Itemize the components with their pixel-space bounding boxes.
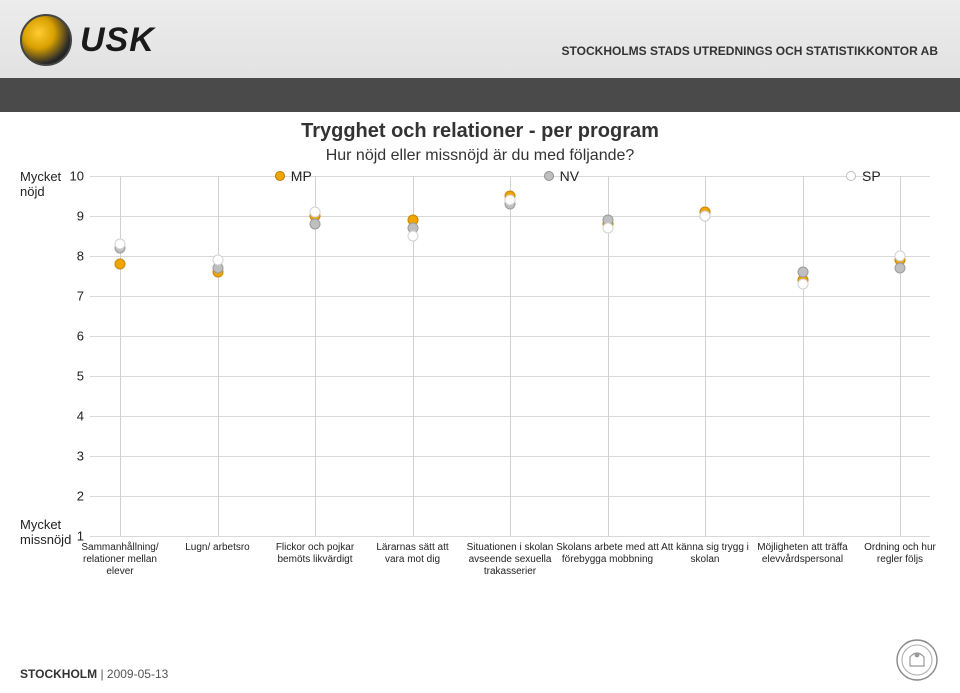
y-tick-label: 5: [64, 369, 84, 384]
y-tick-label: 10: [64, 169, 84, 184]
data-point: [310, 207, 321, 218]
data-point: [700, 211, 711, 222]
x-category-label: Möjligheten att träffa elevvårdspersonal: [748, 542, 858, 566]
legend-label: NV: [560, 168, 579, 184]
title-block: Trygghet och relationer - per program Hu…: [0, 120, 960, 165]
data-point: [602, 223, 613, 234]
data-point: [797, 279, 808, 290]
legend-label: MP: [291, 168, 312, 184]
y-tick-label: 2: [64, 489, 84, 504]
y-tick-label: 8: [64, 249, 84, 264]
chart: Mycket nöjd Mycket missnöjd 10987654321M…: [20, 170, 940, 600]
x-category-label: Flickor och pojkar bemöts likvärdigt: [267, 542, 363, 566]
org-name: STOCKHOLMS STADS UTREDNINGS OCH STATISTI…: [562, 44, 938, 58]
data-point: [310, 219, 321, 230]
legend-marker-icon: [544, 171, 554, 181]
logo-mark-icon: [20, 14, 72, 66]
legend-marker-icon: [846, 171, 856, 181]
data-point: [797, 267, 808, 278]
y-tick-label: 3: [64, 449, 84, 464]
data-point: [895, 251, 906, 262]
legend-item-sp: SP: [846, 168, 881, 184]
x-category-label: Lugn/ arbetsro: [175, 542, 261, 554]
x-axis-labels: Sammanhållning/ relationer mellan elever…: [90, 542, 930, 602]
header-dark-strip: [0, 78, 960, 112]
x-category-label: Situationen i skolan avseende sexuella t…: [458, 542, 562, 578]
y-tick-label: 7: [64, 289, 84, 304]
category-vline: [510, 176, 511, 536]
category-vline: [803, 176, 804, 536]
city-seal-icon: [894, 637, 940, 683]
chart-subtitle: Hur nöjd eller missnöjd är du med följan…: [0, 147, 960, 165]
chart-title: Trygghet och relationer - per program: [0, 120, 960, 143]
legend-item-mp: MP: [275, 168, 312, 184]
logo-text: USK: [80, 21, 155, 60]
data-point: [895, 263, 906, 274]
category-vline: [218, 176, 219, 536]
logo: USK: [20, 14, 180, 66]
y-tick-label: 9: [64, 209, 84, 224]
footer-sep: |: [97, 667, 107, 681]
y-tick-label: 6: [64, 329, 84, 344]
y-tick-label: 4: [64, 409, 84, 424]
footer-date: 2009-05-13: [107, 667, 168, 681]
plot-area: 10987654321MPNVSP: [90, 176, 930, 536]
x-category-label: Skolans arbete med att förebygga mobbnin…: [556, 542, 660, 566]
legend-item-nv: NV: [544, 168, 579, 184]
legend-marker-icon: [275, 171, 285, 181]
legend-label: SP: [862, 168, 881, 184]
page: { "header": { "logo_text": "USK", "org_l…: [0, 0, 960, 693]
x-category-label: Ordning och hur regler följs: [852, 542, 948, 566]
category-vline: [120, 176, 121, 536]
footer: STOCKHOLM | 2009-05-13: [20, 667, 168, 681]
category-vline: [900, 176, 901, 536]
x-category-label: Att känna sig trygg i skolan: [653, 542, 757, 566]
data-point: [115, 259, 126, 270]
x-category-label: Lärarnas sätt att vara mot dig: [368, 542, 458, 566]
data-point: [212, 255, 223, 266]
footer-city: STOCKHOLM: [20, 667, 97, 681]
gridline: [90, 536, 930, 537]
category-vline: [315, 176, 316, 536]
x-category-label: Sammanhållning/ relationer mellan elever: [72, 542, 168, 578]
data-point: [115, 239, 126, 250]
data-point: [505, 195, 516, 206]
data-point: [407, 231, 418, 242]
category-vline: [705, 176, 706, 536]
